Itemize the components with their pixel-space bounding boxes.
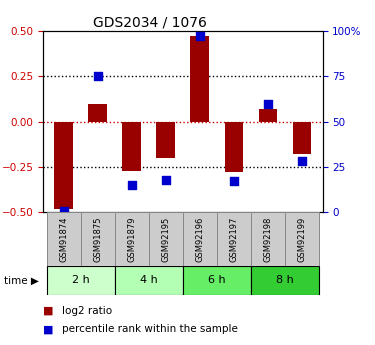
- Text: percentile rank within the sample: percentile rank within the sample: [62, 325, 238, 334]
- Text: GSM91879: GSM91879: [127, 216, 136, 262]
- Point: [197, 34, 203, 39]
- Bar: [54, 122, 73, 208]
- Bar: [149, 212, 183, 266]
- Bar: [122, 122, 141, 170]
- Point: [61, 208, 67, 214]
- Bar: [183, 266, 251, 295]
- Text: GSM92196: GSM92196: [195, 216, 204, 262]
- Bar: [115, 212, 149, 266]
- Point: [163, 177, 169, 182]
- Text: 2 h: 2 h: [72, 275, 90, 285]
- Bar: [46, 212, 81, 266]
- Text: 4 h: 4 h: [140, 275, 158, 285]
- Text: GSM92197: GSM92197: [230, 216, 238, 262]
- Text: GSM92199: GSM92199: [297, 216, 306, 262]
- Bar: [190, 37, 209, 122]
- Bar: [285, 212, 319, 266]
- Bar: [81, 212, 115, 266]
- Point: [299, 159, 305, 164]
- Text: 8 h: 8 h: [276, 275, 294, 285]
- Bar: [183, 212, 217, 266]
- Bar: [293, 122, 311, 154]
- Bar: [259, 109, 278, 122]
- Point: [129, 182, 135, 188]
- Text: log2 ratio: log2 ratio: [62, 306, 112, 315]
- Bar: [251, 212, 285, 266]
- Bar: [251, 266, 319, 295]
- Bar: [217, 212, 251, 266]
- Point: [231, 179, 237, 184]
- Text: ■: ■: [43, 306, 54, 315]
- Text: GSM91875: GSM91875: [93, 216, 102, 262]
- Point: [265, 101, 271, 106]
- Text: GSM92195: GSM92195: [161, 216, 170, 262]
- Point: [94, 73, 100, 79]
- Text: GDS2034 / 1076: GDS2034 / 1076: [93, 16, 207, 30]
- Bar: [156, 122, 175, 158]
- Text: GSM91874: GSM91874: [59, 216, 68, 262]
- Text: ■: ■: [43, 325, 54, 334]
- Text: time ▶: time ▶: [4, 275, 39, 285]
- Bar: [225, 122, 243, 172]
- Bar: [115, 266, 183, 295]
- Text: 6 h: 6 h: [208, 275, 226, 285]
- Bar: [46, 266, 115, 295]
- Bar: [88, 104, 107, 122]
- Text: GSM92198: GSM92198: [264, 216, 273, 262]
